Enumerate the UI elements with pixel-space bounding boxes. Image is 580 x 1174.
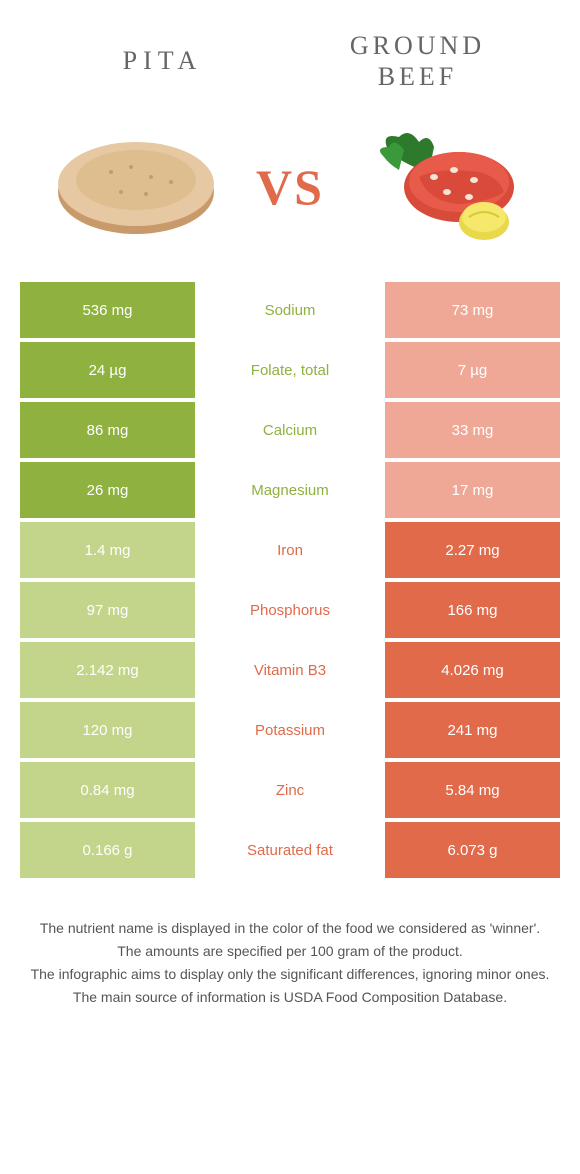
nutrient-left-value: 97 mg: [20, 582, 195, 638]
food-title-left: PITA: [35, 46, 290, 76]
nutrient-row: 26 mgMagnesium17 mg: [20, 462, 560, 518]
nutrient-left-value: 26 mg: [20, 462, 195, 518]
nutrient-row: 120 mgPotassium241 mg: [20, 702, 560, 758]
infographic-container: PITA GROUNDBEEF VS: [0, 0, 580, 1030]
nutrient-table: 536 mgSodium73 mg24 µgFolate, total7 µg8…: [15, 282, 565, 878]
nutrient-left-value: 536 mg: [20, 282, 195, 338]
nutrient-left-value: 24 µg: [20, 342, 195, 398]
nutrient-row: 536 mgSodium73 mg: [20, 282, 560, 338]
nutrient-row: 0.166 gSaturated fat6.073 g: [20, 822, 560, 878]
nutrient-name: Calcium: [195, 402, 385, 458]
vs-text: VS: [256, 158, 324, 216]
nutrient-name: Iron: [195, 522, 385, 578]
nutrient-name: Saturated fat: [195, 822, 385, 878]
food-title-right: GROUNDBEEF: [290, 30, 545, 92]
nutrient-right-value: 33 mg: [385, 402, 560, 458]
footer-text: The nutrient name is displayed in the co…: [15, 878, 565, 1008]
footer-line: The main source of information is USDA F…: [30, 987, 550, 1008]
nutrient-right-value: 2.27 mg: [385, 522, 560, 578]
nutrient-right-value: 6.073 g: [385, 822, 560, 878]
hero-row: VS: [15, 112, 565, 282]
nutrient-name: Potassium: [195, 702, 385, 758]
nutrient-right-value: 4.026 mg: [385, 642, 560, 698]
nutrient-left-value: 1.4 mg: [20, 522, 195, 578]
nutrient-name: Vitamin B3: [195, 642, 385, 698]
nutrient-name: Folate, total: [195, 342, 385, 398]
nutrient-row: 2.142 mgVitamin B34.026 mg: [20, 642, 560, 698]
nutrient-right-value: 73 mg: [385, 282, 560, 338]
nutrient-row: 0.84 mgZinc5.84 mg: [20, 762, 560, 818]
nutrient-name: Sodium: [195, 282, 385, 338]
nutrient-left-value: 0.166 g: [20, 822, 195, 878]
nutrient-row: 24 µgFolate, total7 µg: [20, 342, 560, 398]
nutrient-right-value: 166 mg: [385, 582, 560, 638]
header: PITA GROUNDBEEF: [15, 20, 565, 112]
nutrient-row: 1.4 mgIron2.27 mg: [20, 522, 560, 578]
nutrient-right-value: 5.84 mg: [385, 762, 560, 818]
nutrient-name: Phosphorus: [195, 582, 385, 638]
nutrient-right-value: 241 mg: [385, 702, 560, 758]
pita-image: [15, 122, 256, 252]
footer-line: The amounts are specified per 100 gram o…: [30, 941, 550, 962]
nutrient-row: 97 mgPhosphorus166 mg: [20, 582, 560, 638]
nutrient-row: 86 mgCalcium33 mg: [20, 402, 560, 458]
nutrient-name: Magnesium: [195, 462, 385, 518]
footer-line: The nutrient name is displayed in the co…: [30, 918, 550, 939]
nutrient-name: Zinc: [195, 762, 385, 818]
nutrient-left-value: 86 mg: [20, 402, 195, 458]
nutrient-left-value: 120 mg: [20, 702, 195, 758]
nutrient-left-value: 2.142 mg: [20, 642, 195, 698]
nutrient-left-value: 0.84 mg: [20, 762, 195, 818]
footer-line: The infographic aims to display only the…: [30, 964, 550, 985]
nutrient-right-value: 7 µg: [385, 342, 560, 398]
nutrient-right-value: 17 mg: [385, 462, 560, 518]
beef-image: [324, 122, 565, 252]
